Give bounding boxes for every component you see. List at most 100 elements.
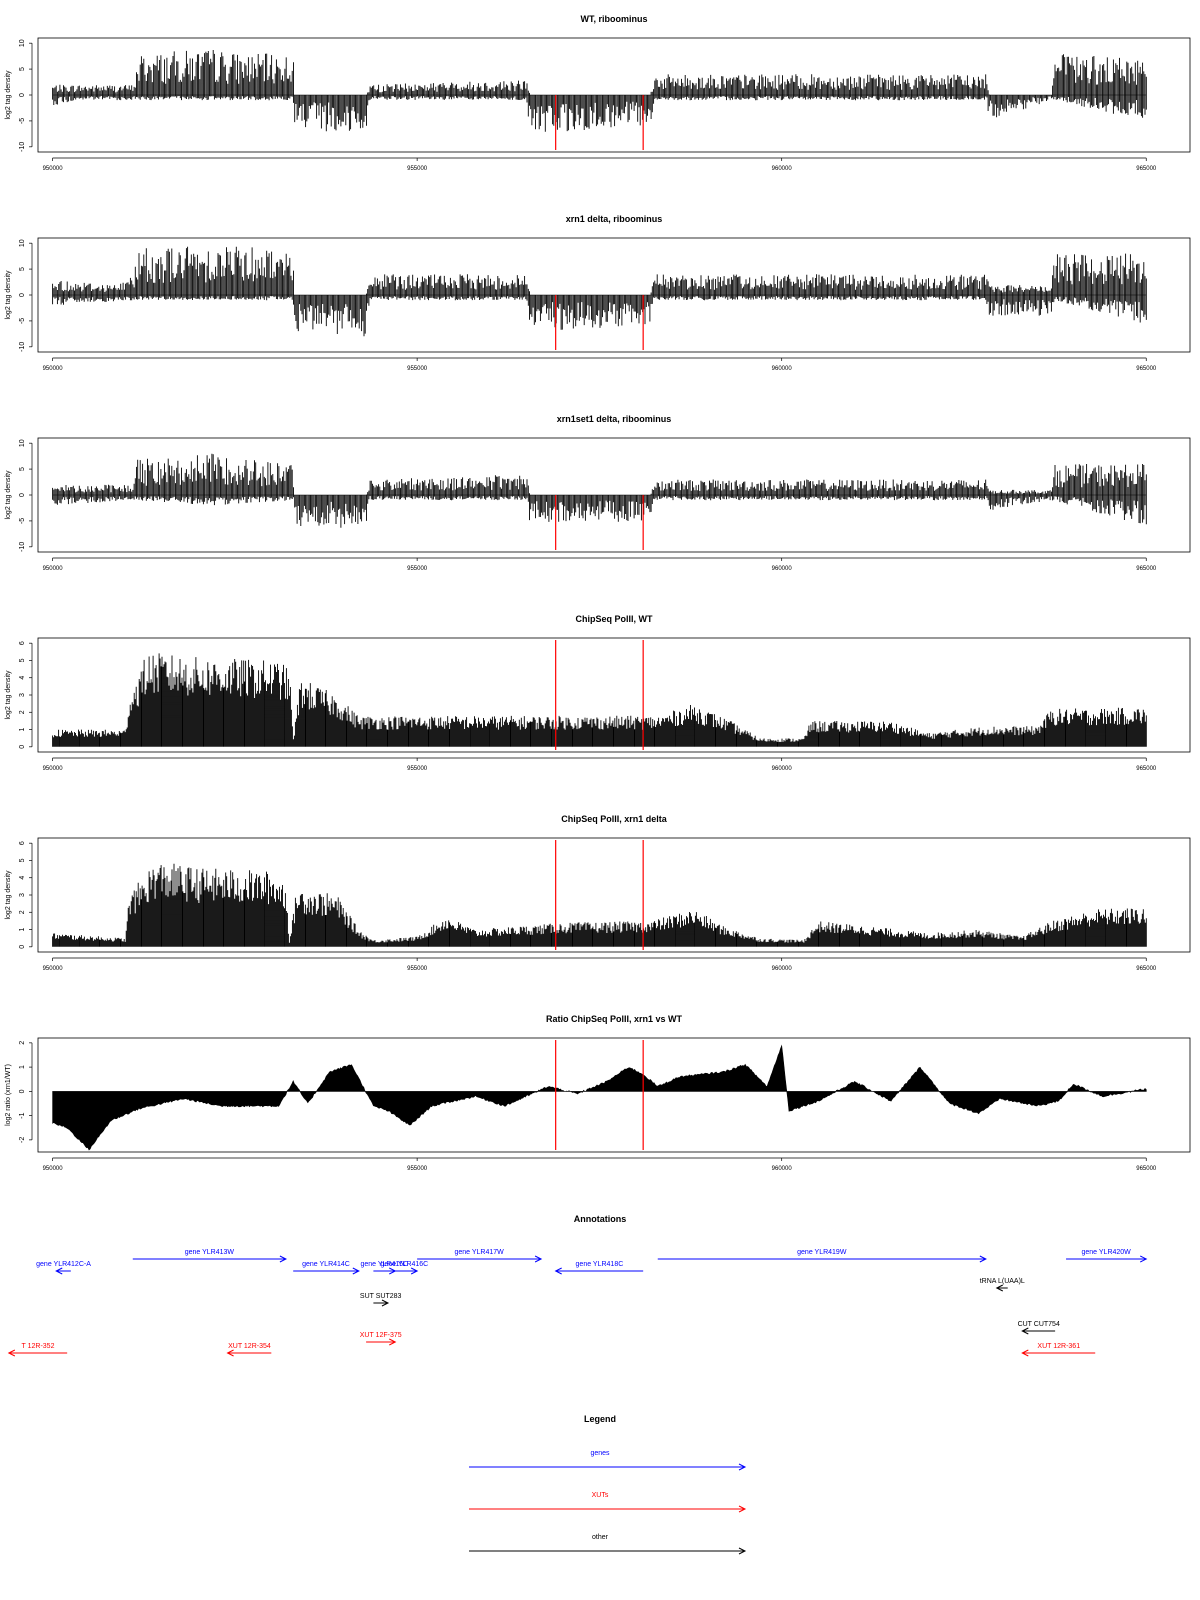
- y-tick-label: 10: [19, 39, 26, 47]
- legend: Legend genes XUTs other: [469, 1414, 747, 1555]
- arrow-head: [979, 1255, 987, 1263]
- feature-label: gene YLR417W: [454, 1249, 504, 1256]
- y-tick-label: 0: [19, 93, 26, 97]
- y-axis: -10 -5 0 5 10 log2 tag density: [5, 439, 33, 552]
- feature-15: XUT 12R-354: [226, 1343, 272, 1357]
- arrow-head: [534, 1255, 543, 1263]
- chart-title: ChipSeq PolII, WT: [576, 614, 653, 624]
- x-tick-label: 965000: [1136, 566, 1157, 572]
- plot-area: [52, 50, 1147, 150]
- y-tick-label: 2: [19, 910, 26, 914]
- y-axis-label: log2 ratio (xrn1/WT): [5, 1064, 12, 1126]
- legend-label: other: [592, 1534, 609, 1541]
- arrow-head: [389, 1338, 397, 1346]
- x-tick-label: 960000: [772, 766, 793, 772]
- y-tick-label: 2: [19, 1041, 26, 1045]
- feature-label: gene YLR416C: [381, 1261, 429, 1268]
- x-tick-label: 965000: [1136, 166, 1157, 172]
- x-tick-label: 955000: [407, 366, 428, 372]
- feature-13: XUT 12F-375: [360, 1332, 402, 1346]
- y-axis-label: log2 tag density: [5, 470, 12, 520]
- feature-1: gene YLR412C-A: [36, 1261, 91, 1275]
- annotations-panel: Annotations gene YLR412C-A gene YLR413W gen…: [7, 1214, 1148, 1357]
- y-tick-label: 0: [19, 1089, 26, 1093]
- plot-frame: [37, 837, 1191, 953]
- feature-label: tRNA L(UAA)L: [980, 1278, 1025, 1285]
- x-tick-label: 950000: [43, 366, 64, 372]
- arrow-head: [410, 1267, 419, 1275]
- x-tick-label: 950000: [43, 766, 64, 772]
- y-tick-label: 5: [19, 658, 26, 662]
- feature-label: gene YLR415C: [360, 1261, 408, 1268]
- x-tick-label: 965000: [1136, 1166, 1157, 1172]
- y-tick-label: 5: [19, 467, 26, 471]
- signal-bars: [52, 653, 1147, 747]
- plot-area: [52, 246, 1147, 350]
- y-tick-label: 0: [19, 945, 26, 949]
- plot-area: [52, 453, 1147, 550]
- arrow-head: [55, 1267, 63, 1275]
- feature-label: gene YLR419W: [797, 1249, 847, 1256]
- y-tick-label: 0: [19, 293, 26, 297]
- y-tick-label: -10: [19, 542, 26, 552]
- y-tick-label: -10: [19, 342, 26, 352]
- chart-panel-3: xrn1set1 delta, riboominus -10 -5 0 5 10 log2 …: [5, 414, 1191, 572]
- plot-area: [52, 640, 1147, 750]
- plot-frame: [37, 37, 1191, 153]
- legend-title: Legend: [584, 1414, 616, 1424]
- x-tick-label: 960000: [772, 366, 793, 372]
- y-axis: -10 -5 0 5 10 log2 tag density: [5, 39, 33, 152]
- y-axis-label: log2 tag density: [5, 270, 12, 320]
- signal-bars: [52, 453, 1147, 528]
- arrow-head: [279, 1255, 288, 1263]
- feature-9: gene YLR420W: [1066, 1249, 1148, 1263]
- y-axis-label: log2 tag density: [5, 670, 12, 720]
- arrow-head: [738, 1547, 747, 1555]
- x-axis: 950000 955000 960000 965000: [43, 957, 1157, 972]
- arrow-head: [554, 1267, 562, 1275]
- x-tick-label: 955000: [407, 166, 428, 172]
- x-axis: 950000 955000 960000 965000: [43, 1157, 1157, 1172]
- y-tick-label: -5: [19, 518, 26, 524]
- arrow-head: [1140, 1255, 1148, 1263]
- arrow-head: [995, 1284, 1004, 1292]
- x-tick-label: 950000: [43, 966, 64, 972]
- chart-panel-5: ChipSeq PolII, xrn1 delta 0 1 2 3 4 5 6 log2 tag…: [5, 814, 1191, 972]
- x-axis: 950000 955000 960000 965000: [43, 357, 1157, 372]
- y-tick-label: 1: [19, 1065, 26, 1069]
- y-tick-label: 2: [19, 710, 26, 714]
- y-tick-label: -2: [19, 1137, 26, 1143]
- y-axis: 0 1 2 3 4 5 6 log2 tag density: [5, 641, 33, 749]
- arrow-head: [381, 1299, 390, 1307]
- arrow-head: [738, 1505, 747, 1513]
- chart-panel-1: WT, riboominus -10 -5 0 5 10 log2 tag density 9…: [5, 14, 1191, 172]
- feature-label: XUT 12R-361: [1037, 1343, 1080, 1350]
- arrow-head: [226, 1349, 234, 1357]
- plot-frame: [37, 237, 1191, 353]
- feature-10: tRNA L(UAA)L: [980, 1278, 1025, 1292]
- feature-8: gene YLR419W: [657, 1249, 987, 1263]
- y-tick-label: 5: [19, 858, 26, 862]
- x-tick-label: 960000: [772, 966, 793, 972]
- x-tick-label: 965000: [1136, 966, 1157, 972]
- plot-frame: [37, 1037, 1191, 1153]
- feature-7: gene YLR418C: [554, 1261, 644, 1275]
- y-tick-label: 10: [19, 439, 26, 447]
- y-tick-label: 10: [19, 239, 26, 247]
- chart-title: WT, riboominus: [581, 14, 648, 24]
- signal-bars: [52, 863, 1147, 947]
- x-tick-label: 950000: [43, 566, 64, 572]
- feature-14: T 12R-352: [7, 1343, 68, 1357]
- feature-label: T 12R-352: [22, 1343, 55, 1350]
- feature-label: gene YLR414C: [302, 1261, 350, 1268]
- plot-frame: [37, 637, 1191, 753]
- y-axis-label: log2 tag density: [5, 870, 12, 920]
- x-tick-label: 960000: [772, 1166, 793, 1172]
- x-tick-label: 955000: [407, 1166, 428, 1172]
- x-axis: 950000 955000 960000 965000: [43, 157, 1157, 172]
- chart-panel-6: Ratio ChipSeq PolII, xrn1 vs WT -2 -1 0 1 2 lo…: [5, 1014, 1191, 1172]
- feature-12: CUT CUT754: [1018, 1321, 1060, 1335]
- x-tick-label: 960000: [772, 566, 793, 572]
- arrow-head: [738, 1463, 747, 1471]
